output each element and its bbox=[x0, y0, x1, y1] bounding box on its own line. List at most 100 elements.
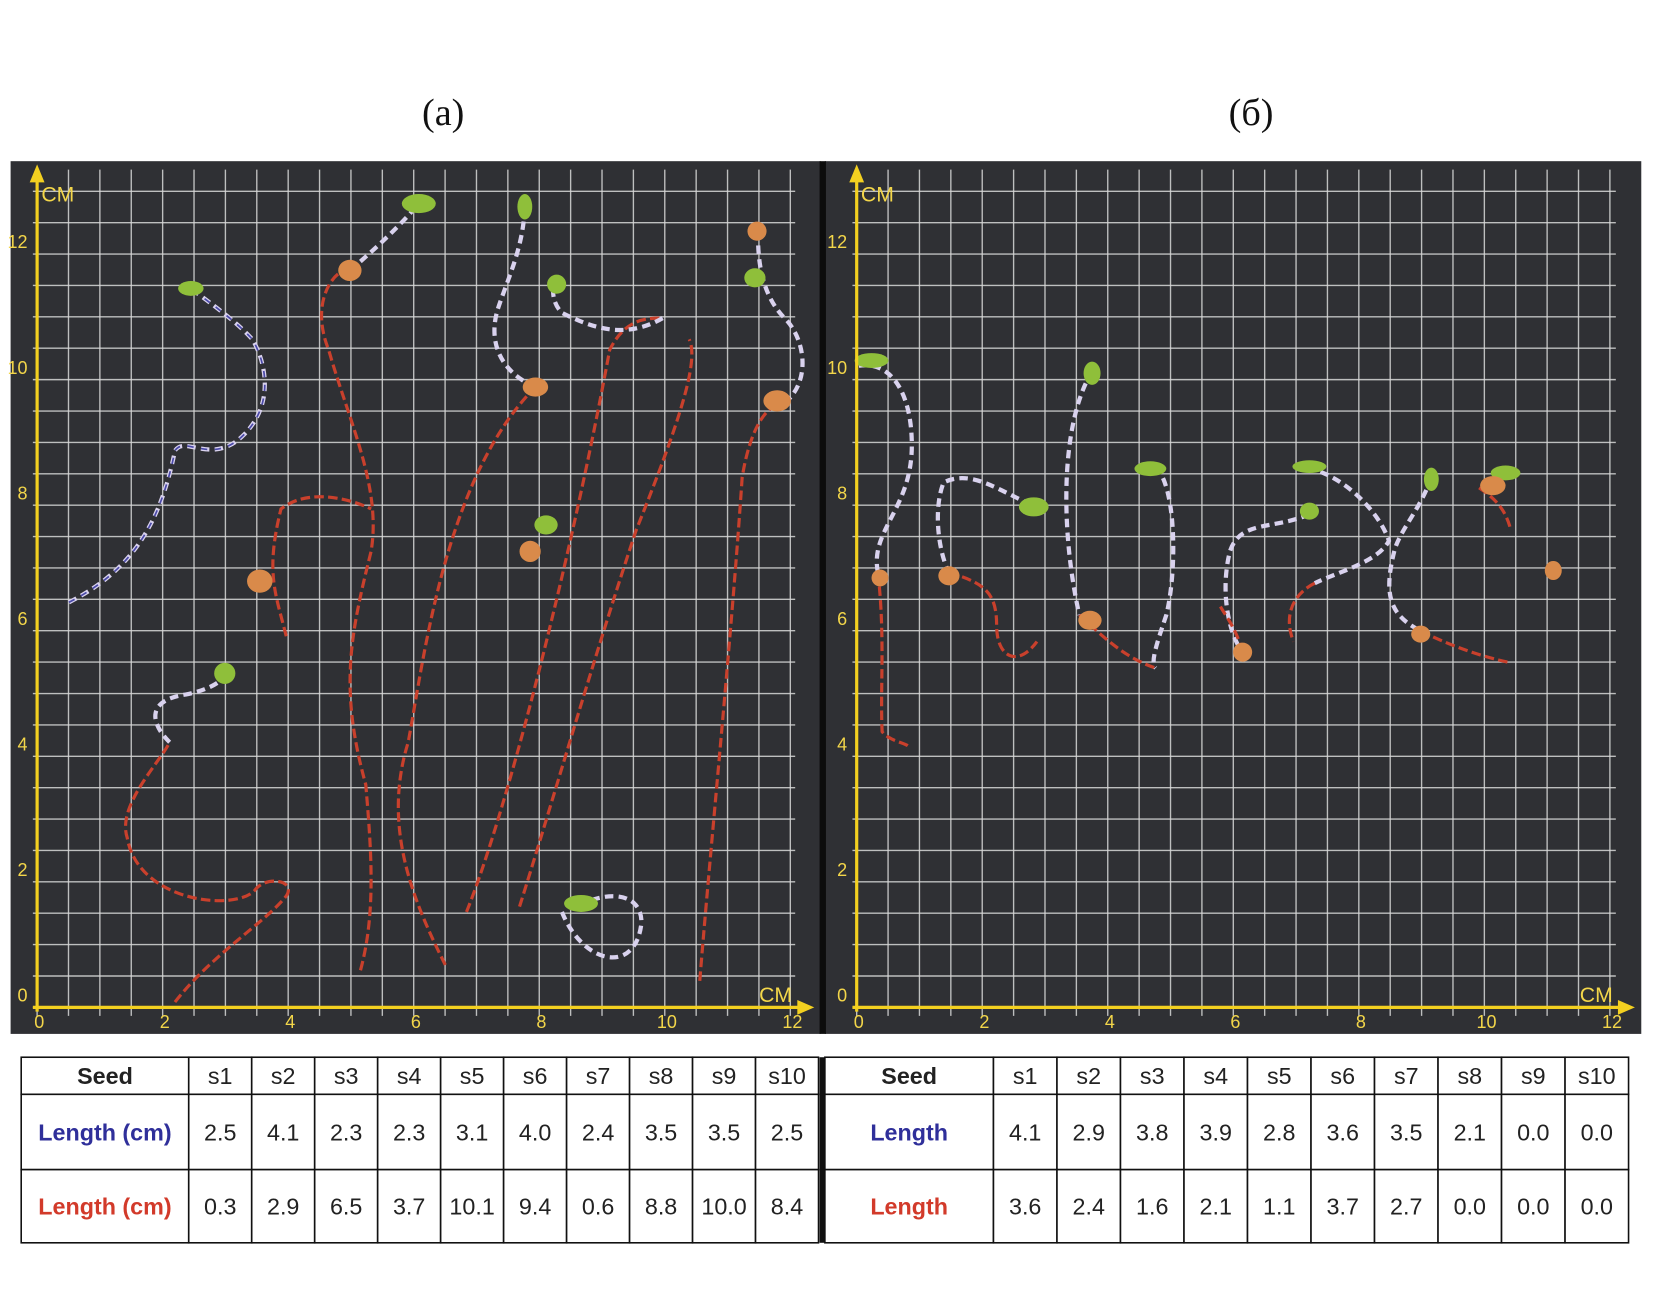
leaf bbox=[1299, 502, 1319, 520]
table-cell bbox=[1310, 1168, 1376, 1244]
y-axis-unit: CM bbox=[861, 183, 894, 206]
leaf bbox=[1083, 361, 1101, 385]
y-tick-label: 2 bbox=[837, 860, 847, 880]
leaf bbox=[744, 268, 766, 288]
table-cell bbox=[1373, 1056, 1439, 1096]
table-cell bbox=[250, 1168, 316, 1244]
x-tick-label: 10 bbox=[657, 1012, 677, 1032]
leaf bbox=[1134, 461, 1167, 477]
table-value: 0.0 bbox=[1517, 1119, 1549, 1145]
table-cell bbox=[502, 1168, 568, 1244]
table-cell bbox=[1373, 1168, 1439, 1244]
table-cell bbox=[1373, 1093, 1439, 1171]
table-cell bbox=[565, 1056, 631, 1096]
x-tick-label: 0 bbox=[854, 1012, 864, 1032]
y-axis-unit: CM bbox=[41, 183, 74, 206]
table-value: 2.3 bbox=[393, 1119, 425, 1145]
y-tick-label: 8 bbox=[837, 483, 847, 503]
seedling bbox=[1420, 629, 1512, 665]
leaf bbox=[534, 515, 558, 535]
x-tick-label: 12 bbox=[782, 1012, 802, 1032]
table-value: 8.4 bbox=[771, 1193, 803, 1219]
x-tick-label: 4 bbox=[285, 1012, 295, 1032]
table-value: 2.5 bbox=[204, 1119, 236, 1145]
leaf bbox=[517, 194, 533, 220]
table-value: 2.1 bbox=[1200, 1193, 1232, 1219]
table-cell bbox=[439, 1093, 505, 1171]
table-cell bbox=[376, 1168, 442, 1244]
table-cell bbox=[313, 1093, 379, 1171]
x-tick-label: 2 bbox=[160, 1012, 170, 1032]
table-value: 0.0 bbox=[1581, 1193, 1613, 1219]
table-header: s7 bbox=[1394, 1063, 1419, 1089]
table-value: 1.1 bbox=[1263, 1193, 1295, 1219]
table-cell bbox=[187, 1168, 253, 1244]
table-value: 3.8 bbox=[1136, 1119, 1168, 1145]
table-value: 2.4 bbox=[582, 1119, 614, 1145]
x-axis-arrow bbox=[797, 999, 815, 1015]
table-cell bbox=[439, 1168, 505, 1244]
table-cell bbox=[1500, 1056, 1566, 1096]
table-value: 2.1 bbox=[1454, 1119, 1486, 1145]
seedling bbox=[124, 741, 290, 1004]
x-tick-label: 8 bbox=[1356, 1012, 1366, 1032]
table-value: 1.6 bbox=[1136, 1193, 1168, 1219]
x-tick-label: 6 bbox=[411, 1012, 421, 1032]
table-value: 2.3 bbox=[330, 1119, 362, 1145]
table-header: s1 bbox=[208, 1063, 233, 1089]
table-value: 2.9 bbox=[1073, 1119, 1105, 1145]
leaf bbox=[1423, 467, 1439, 491]
leaf bbox=[564, 894, 598, 912]
table-value: 3.7 bbox=[1327, 1193, 1359, 1219]
x-tick-label: 2 bbox=[979, 1012, 989, 1032]
table-cell bbox=[992, 1168, 1058, 1244]
table-value: 2.7 bbox=[1390, 1193, 1422, 1219]
seed bbox=[1480, 476, 1506, 496]
y-tick-label: 10 bbox=[827, 358, 847, 378]
table-cell bbox=[691, 1168, 757, 1244]
table-value: 3.7 bbox=[393, 1193, 425, 1219]
table-cell bbox=[565, 1168, 631, 1244]
table-header: Seed bbox=[77, 1063, 133, 1089]
y-tick-label: 2 bbox=[18, 860, 28, 880]
table-value: 10.1 bbox=[449, 1193, 494, 1219]
seed bbox=[522, 377, 549, 397]
seedling bbox=[1151, 465, 1176, 670]
seedling bbox=[876, 572, 912, 749]
seed bbox=[519, 540, 541, 563]
table-value: 2.8 bbox=[1263, 1119, 1295, 1145]
table-cell bbox=[1119, 1056, 1185, 1096]
axes: CM CM 0 2 4 6 8 10 12 0 2 4 6 8 10 12 CM CM 0 2 4 6 8 10 12 0 2 4 6 8… bbox=[8, 164, 1635, 1032]
table-value: 3.6 bbox=[1327, 1119, 1359, 1145]
y-tick-label: 0 bbox=[18, 986, 28, 1006]
table-cell bbox=[1564, 1056, 1630, 1096]
seed bbox=[763, 390, 791, 412]
table-header: s7 bbox=[586, 1063, 611, 1089]
y-tick-label: 4 bbox=[18, 734, 28, 754]
table-value: Length (cm) bbox=[38, 1119, 171, 1145]
y-tick-label: 12 bbox=[8, 232, 28, 252]
table-cell bbox=[1437, 1056, 1503, 1096]
table-header: s9 bbox=[712, 1063, 737, 1089]
y-axis-arrow bbox=[29, 164, 45, 183]
table-header: s6 bbox=[523, 1063, 548, 1089]
table-cell bbox=[1119, 1093, 1185, 1171]
table-value: 9.4 bbox=[519, 1193, 551, 1219]
table-header: s4 bbox=[397, 1063, 422, 1089]
table-cell bbox=[824, 1056, 995, 1096]
table-value: 2.5 bbox=[771, 1119, 803, 1145]
x-axis-arrow bbox=[1617, 999, 1635, 1015]
x-tick-label: 6 bbox=[1230, 1012, 1240, 1032]
table-value: 3.1 bbox=[456, 1119, 488, 1145]
table-cell bbox=[502, 1056, 568, 1096]
table-value: 6.5 bbox=[330, 1193, 362, 1219]
seedling bbox=[396, 385, 537, 966]
seedling bbox=[1223, 512, 1311, 654]
table-header: s1 bbox=[1013, 1063, 1038, 1089]
seedling bbox=[755, 238, 805, 405]
table-header: s9 bbox=[1521, 1063, 1546, 1089]
seed bbox=[747, 221, 767, 241]
table-cell bbox=[1183, 1056, 1249, 1096]
table-header: s8 bbox=[1457, 1063, 1482, 1089]
